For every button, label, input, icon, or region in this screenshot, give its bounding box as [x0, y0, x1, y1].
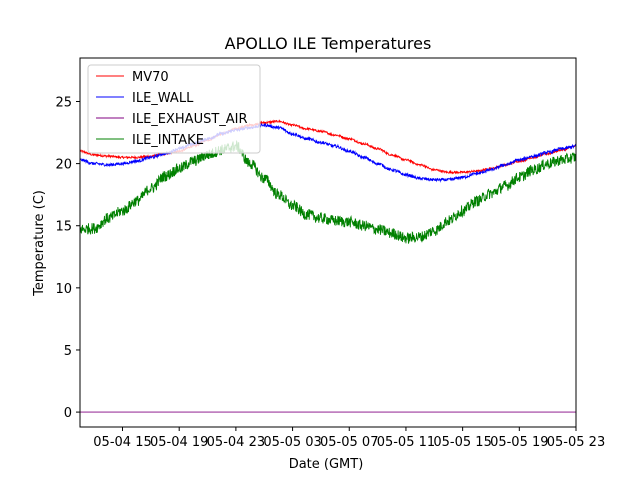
x-tick-label: 05-05 07 [320, 435, 378, 450]
legend-label: ILE_WALL [132, 91, 194, 106]
x-tick-label: 05-05 19 [490, 435, 548, 450]
y-axis: 0 5 10 15 20 25 [55, 95, 80, 421]
legend-label: ILE_INTAKE [132, 133, 204, 148]
y-tick-label: 20 [55, 158, 72, 173]
legend-label: MV70 [132, 70, 169, 85]
y-tick-label: 15 [55, 220, 72, 235]
x-tick-label: 05-05 11 [377, 435, 435, 450]
plot-frame [79, 57, 577, 428]
legend-label: ILE_EXHAUST_AIR [132, 112, 248, 127]
y-axis-label: Temperature (C) [32, 190, 47, 297]
series-line-ile-intake [80, 139, 576, 245]
x-axis-label: Date (GMT) [289, 457, 364, 472]
y-tick-label: 5 [64, 344, 72, 359]
x-tick-label: 05-05 03 [263, 435, 321, 450]
y-tick-label: 10 [55, 282, 72, 297]
plot-area [80, 119, 576, 413]
x-tick-label: 05-04 15 [93, 435, 151, 450]
x-tick-label: 05-05 15 [433, 435, 491, 450]
x-tick-label: 05-05 23 [547, 435, 605, 450]
chart-title: APOLLO ILE Temperatures [225, 34, 432, 53]
legend-box [87, 64, 261, 154]
x-tick-label: 05-04 23 [207, 435, 265, 450]
x-tick-label: 05-04 19 [150, 435, 208, 450]
y-tick-label: 0 [64, 406, 72, 421]
legend: MV70 ILE_WALL ILE_EXHAUST_AIR ILE_INTAKE [87, 64, 261, 154]
series-line-ile-wall [80, 122, 576, 183]
y-tick-label: 25 [55, 95, 72, 110]
